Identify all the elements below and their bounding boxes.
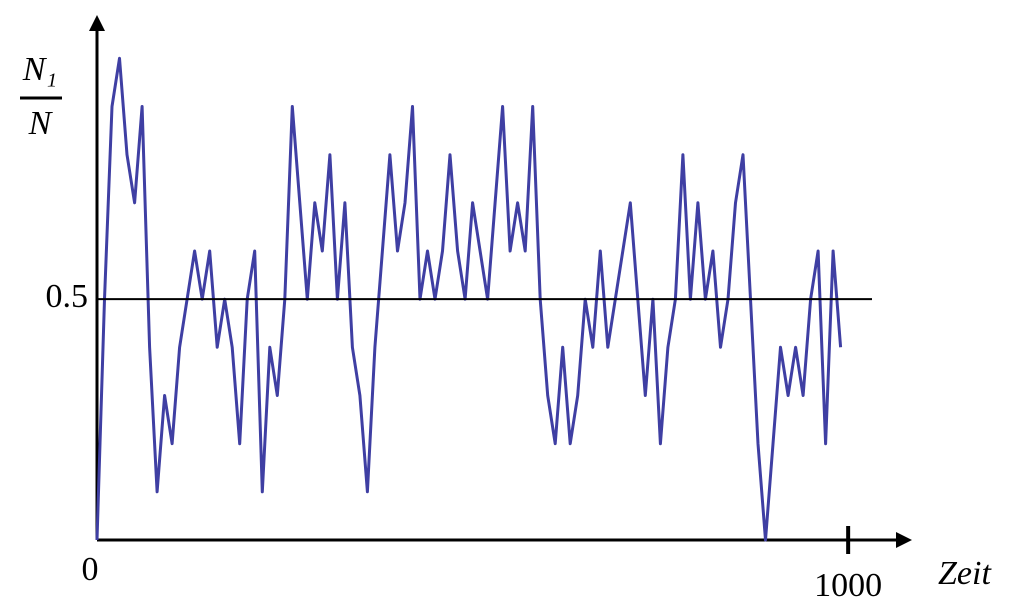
y-axis-arrow (89, 15, 105, 31)
y-label-denominator: N (28, 105, 54, 142)
y-label-numerator: N₁ (22, 51, 58, 88)
x-tick-label: 0 (82, 551, 99, 588)
x-axis-arrow (896, 532, 912, 548)
x-label: Zeit (938, 555, 992, 592)
y-tick-label: 0.5 (46, 278, 89, 315)
x-tick-label: 1000 (814, 567, 882, 604)
